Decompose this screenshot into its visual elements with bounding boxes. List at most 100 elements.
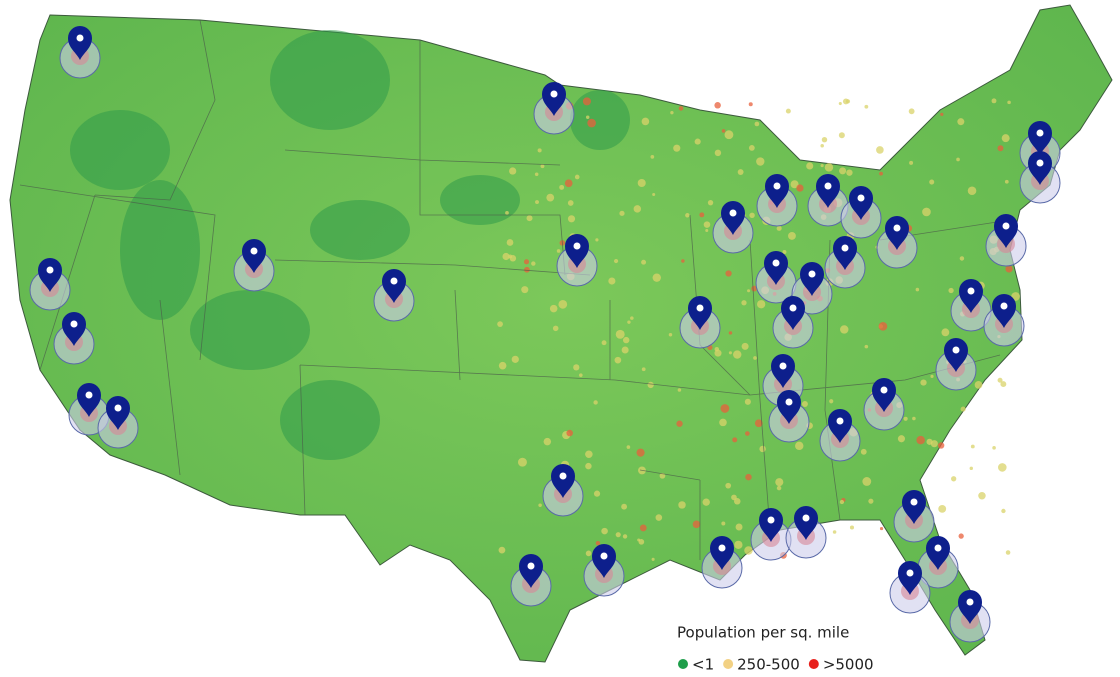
- map-pin[interactable]: [902, 490, 926, 524]
- map-pin[interactable]: [898, 561, 922, 595]
- density-dot: [776, 225, 782, 231]
- map-pin[interactable]: [519, 554, 543, 588]
- density-dot: [641, 117, 650, 126]
- pin-dot: [785, 398, 793, 406]
- map-pin[interactable]: [816, 174, 840, 208]
- map-pin[interactable]: [382, 269, 406, 303]
- map-pin[interactable]: [1028, 151, 1052, 185]
- density-dot: [521, 286, 529, 294]
- pin-body: [68, 26, 92, 60]
- map-pin[interactable]: [800, 262, 824, 296]
- density-dot: [705, 229, 709, 233]
- pin-dot: [952, 346, 960, 354]
- density-dot: [938, 504, 947, 513]
- density-dot: [538, 503, 542, 508]
- pin-body: [551, 464, 575, 498]
- map-pin[interactable]: [794, 506, 818, 540]
- density-dot: [505, 210, 509, 215]
- density-dot: [832, 530, 837, 534]
- map-pin[interactable]: [781, 296, 805, 330]
- pin-dot: [550, 90, 558, 98]
- density-dot: [735, 523, 743, 531]
- map-pin[interactable]: [592, 544, 616, 578]
- pin-body: [565, 234, 589, 268]
- map-pin[interactable]: [872, 378, 896, 412]
- map-pin[interactable]: [759, 508, 783, 542]
- density-dot: [647, 381, 654, 389]
- pin-body: [833, 236, 857, 270]
- pin-dot: [559, 472, 567, 480]
- density-dot: [523, 259, 530, 265]
- pin-dot: [390, 277, 398, 285]
- pin-dot: [1000, 302, 1008, 310]
- pin-body: [382, 269, 406, 303]
- map-pin[interactable]: [710, 536, 734, 570]
- density-dot: [951, 476, 957, 482]
- density-dot: [567, 215, 576, 223]
- map-pin[interactable]: [565, 234, 589, 268]
- density-dot: [559, 184, 565, 190]
- density-dot: [930, 440, 938, 448]
- pin-dot: [966, 598, 974, 606]
- map-pin[interactable]: [959, 279, 983, 313]
- density-dot: [745, 473, 752, 481]
- map-pin[interactable]: [926, 536, 950, 570]
- density-dot: [676, 420, 683, 427]
- density-dot: [922, 207, 931, 217]
- map-pin[interactable]: [688, 296, 712, 330]
- density-dot: [839, 499, 845, 505]
- map-pin[interactable]: [885, 216, 909, 250]
- density-dot: [714, 149, 722, 157]
- map-pin[interactable]: [77, 383, 101, 417]
- density-dot: [508, 254, 513, 259]
- map-pin[interactable]: [828, 409, 852, 443]
- pin-dot: [808, 270, 816, 278]
- map-pin[interactable]: [849, 186, 873, 220]
- map-pin[interactable]: [764, 251, 788, 285]
- pin-body: [759, 508, 783, 542]
- map-pin[interactable]: [106, 396, 130, 430]
- map-pin[interactable]: [771, 354, 795, 388]
- density-dot: [668, 333, 673, 337]
- pin-body: [710, 536, 734, 570]
- density-dot: [969, 466, 973, 471]
- density-dot: [724, 130, 734, 140]
- density-dot: [531, 261, 536, 266]
- density-dot: [846, 169, 853, 176]
- pin-body: [944, 338, 968, 372]
- pin-body: [688, 296, 712, 330]
- pin-body: [994, 214, 1018, 248]
- density-dot: [998, 463, 1007, 472]
- density-dot: [714, 346, 720, 352]
- map-pin[interactable]: [958, 590, 982, 624]
- pin-dot: [1002, 222, 1010, 230]
- map-pin[interactable]: [38, 258, 62, 292]
- map-pin[interactable]: [765, 174, 789, 208]
- density-dot: [1001, 508, 1006, 514]
- map-pin[interactable]: [62, 312, 86, 346]
- density-dot: [627, 320, 631, 324]
- density-dot: [824, 163, 834, 172]
- density-dot: [593, 490, 601, 497]
- map-pin[interactable]: [994, 214, 1018, 248]
- map-pin[interactable]: [992, 294, 1016, 328]
- density-dot: [842, 98, 849, 105]
- map-pin[interactable]: [944, 338, 968, 372]
- density-dot: [707, 200, 714, 206]
- sparse-area: [310, 200, 410, 260]
- map-pin[interactable]: [242, 239, 266, 273]
- pin-body: [926, 536, 950, 570]
- map-pin[interactable]: [1028, 121, 1052, 155]
- density-dot: [619, 210, 625, 216]
- map-pin[interactable]: [551, 464, 575, 498]
- map-pin[interactable]: [833, 236, 857, 270]
- density-dot: [673, 144, 681, 152]
- density-dot: [759, 445, 766, 453]
- density-dot: [621, 503, 628, 510]
- map-pin[interactable]: [777, 390, 801, 424]
- map-pin[interactable]: [68, 26, 92, 60]
- map-pin[interactable]: [542, 82, 566, 116]
- map-pin[interactable]: [721, 201, 745, 235]
- density-dot: [622, 534, 628, 539]
- pin-dot: [841, 244, 849, 252]
